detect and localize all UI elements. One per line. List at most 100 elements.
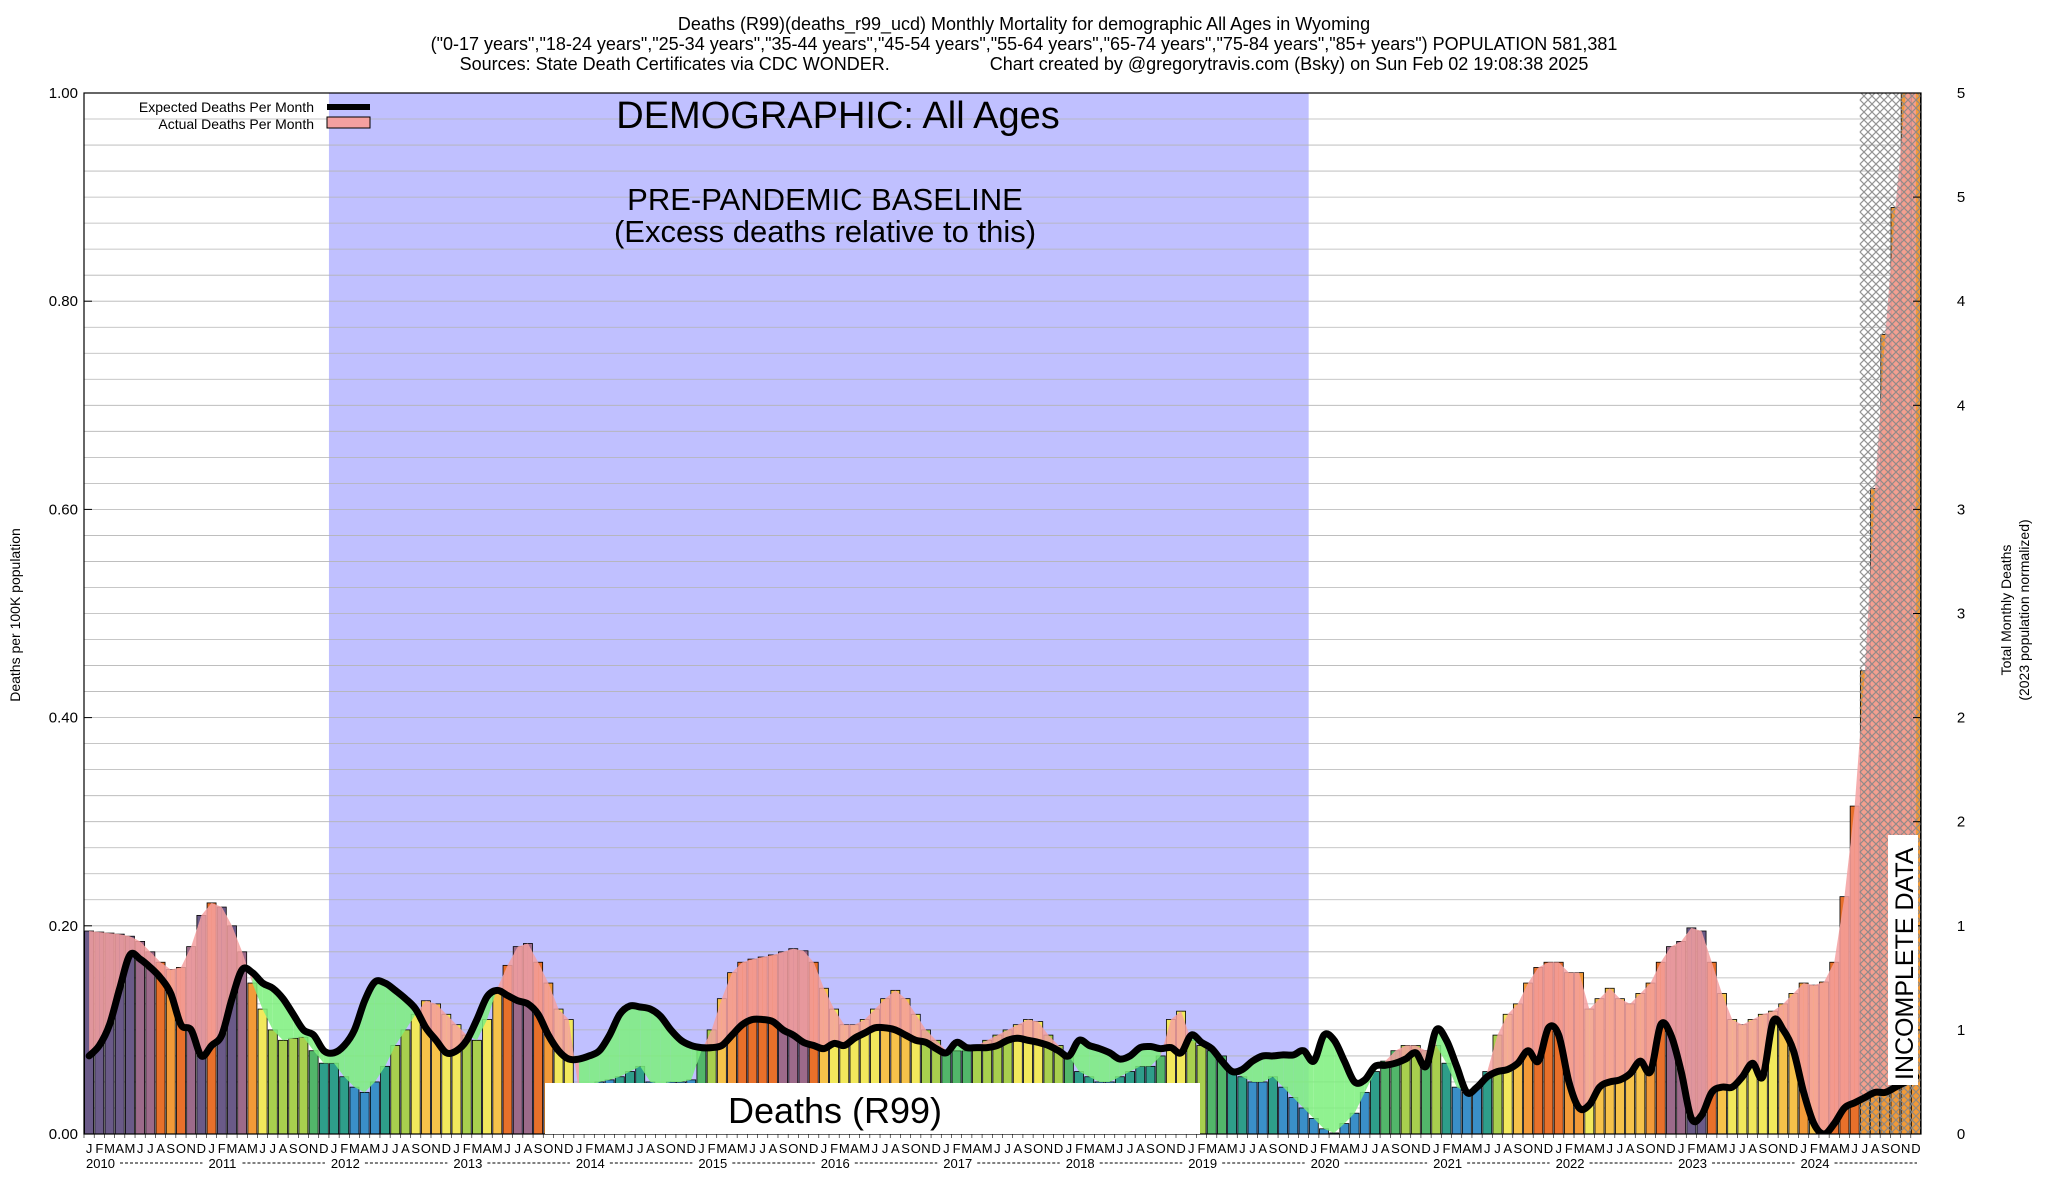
- month-tick-label: J: [1494, 1141, 1501, 1156]
- deficit-fill: [558, 1009, 569, 1060]
- month-tick-label: A: [238, 1141, 247, 1156]
- month-tick-label: A: [156, 1141, 165, 1156]
- deficit-fill: [1507, 1003, 1518, 1070]
- y-tick-label: 1.00: [49, 85, 78, 102]
- month-tick-label: S: [656, 1141, 665, 1156]
- month-tick-label: M: [104, 1141, 115, 1156]
- month-tick-label: A: [279, 1141, 288, 1156]
- y2-tick-label: 3: [1957, 606, 1965, 623]
- month-tick-label: A: [646, 1141, 655, 1156]
- month-tick-label: J: [882, 1141, 889, 1156]
- deficit-fill: [1711, 962, 1722, 1093]
- year-tick-label: 2016: [821, 1156, 850, 1171]
- expected-deaths-line: [85, 949, 1920, 1134]
- month-tick-label: J: [1127, 1141, 1134, 1156]
- y-tick-label: 0.40: [49, 710, 78, 727]
- data-bar: [400, 1029, 411, 1134]
- excess-fill: [385, 983, 396, 1067]
- month-tick-label: M: [1227, 1141, 1238, 1156]
- legend: Expected Deaths Per Month Actual Deaths …: [139, 99, 371, 132]
- data-bar: [1237, 1076, 1248, 1134]
- y2-tick-label: 1: [1957, 1022, 1965, 1039]
- month-tick-label: M: [839, 1141, 850, 1156]
- month-tick-label: A: [1340, 1141, 1349, 1156]
- data-bar: [472, 1039, 482, 1134]
- data-bar: [819, 987, 829, 1134]
- month-tick-label: D: [1421, 1141, 1430, 1156]
- month-tick-label: A: [1585, 1141, 1594, 1156]
- month-tick-label: S: [1024, 1141, 1033, 1156]
- month-tick-label: M: [1206, 1141, 1217, 1156]
- month-tick-label: J: [1433, 1141, 1440, 1156]
- month-tick-label: O: [1645, 1141, 1655, 1156]
- y2-tick-label: 3: [1957, 501, 1965, 518]
- month-tick-label: J: [1372, 1141, 1379, 1156]
- month-tick-label: A: [360, 1141, 369, 1156]
- deficit-fill: [1691, 927, 1702, 1119]
- month-tick-label: J: [270, 1141, 277, 1156]
- y2-tick-label: 1: [1957, 918, 1965, 935]
- deficit-fill: [1170, 1011, 1182, 1053]
- deficit-fill: [1609, 988, 1620, 1082]
- deficit-fill: [905, 998, 916, 1041]
- month-tick-label: A: [1013, 1141, 1022, 1156]
- month-tick-label: J: [1617, 1141, 1624, 1156]
- y-tick-label: 0.00: [49, 1126, 78, 1143]
- month-tick-label: J: [331, 1141, 338, 1156]
- excess-fill: [599, 1035, 610, 1082]
- deficit-fill: [211, 902, 222, 1046]
- data-bar: [135, 941, 146, 1134]
- month-tick-label: M: [1819, 1141, 1830, 1156]
- excess-fill: [405, 998, 416, 1030]
- year-tick-label: 2010: [86, 1156, 115, 1171]
- month-tick-label: M: [227, 1141, 238, 1156]
- data-bar: [1451, 1086, 1462, 1134]
- deficit-fill: [752, 957, 763, 1020]
- month-tick-label: S: [1514, 1141, 1523, 1156]
- data-bar: [1298, 1107, 1309, 1134]
- month-tick-label: N: [1044, 1141, 1053, 1156]
- month-tick-label: S: [1269, 1141, 1278, 1156]
- month-tick-label: D: [197, 1141, 206, 1156]
- deficit-fill: [1834, 896, 1845, 1124]
- data-bar: [288, 1037, 299, 1134]
- month-tick-label: S: [411, 1141, 420, 1156]
- data-bar: [461, 1034, 472, 1134]
- month-tick-label: O: [298, 1141, 308, 1156]
- month-tick-label: J: [1739, 1141, 1746, 1156]
- excess-fill: [681, 1040, 692, 1082]
- month-tick-label: D: [1666, 1141, 1675, 1156]
- data-bar: [1441, 1062, 1452, 1134]
- month-tick-label: N: [1289, 1141, 1298, 1156]
- baseline-label-line-1: PRE-PANDEMIC BASELINE: [627, 182, 1023, 217]
- y2-tick-label: 2: [1957, 814, 1965, 831]
- month-tick-label: J: [147, 1141, 154, 1156]
- month-tick-label: N: [1901, 1141, 1910, 1156]
- excess-fill: [364, 982, 375, 1093]
- deficit-fill: [1599, 988, 1610, 1088]
- deficit-fill: [89, 931, 100, 1056]
- excess-fill: [1272, 1054, 1284, 1088]
- month-tick-label: N: [921, 1141, 930, 1156]
- month-tick-label: S: [1636, 1141, 1645, 1156]
- month-tick-label: F: [1198, 1141, 1206, 1156]
- data-bar: [921, 1029, 931, 1134]
- month-tick-label: A: [728, 1141, 737, 1156]
- data-bar: [1370, 1071, 1380, 1134]
- month-tick-label: J: [1606, 1141, 1613, 1156]
- month-tick-label: J: [1311, 1141, 1318, 1156]
- year-tick-label: 2021: [1433, 1156, 1462, 1171]
- month-tick-label: J: [514, 1141, 521, 1156]
- legend-expected-label: Expected Deaths Per Month: [139, 99, 314, 115]
- y-tick-label: 0.20: [49, 918, 78, 935]
- month-tick-label: A: [769, 1141, 778, 1156]
- deficit-fill: [99, 932, 110, 1046]
- month-tick-label: J: [943, 1141, 950, 1156]
- deficit-fill: [885, 990, 896, 1030]
- month-tick-label: N: [799, 1141, 808, 1156]
- month-tick-label: M: [1472, 1141, 1483, 1156]
- legend-actual-swatch: [326, 116, 371, 129]
- deficit-fill: [568, 1019, 579, 1093]
- month-tick-label: J: [208, 1141, 215, 1156]
- month-tick-label: M: [737, 1141, 748, 1156]
